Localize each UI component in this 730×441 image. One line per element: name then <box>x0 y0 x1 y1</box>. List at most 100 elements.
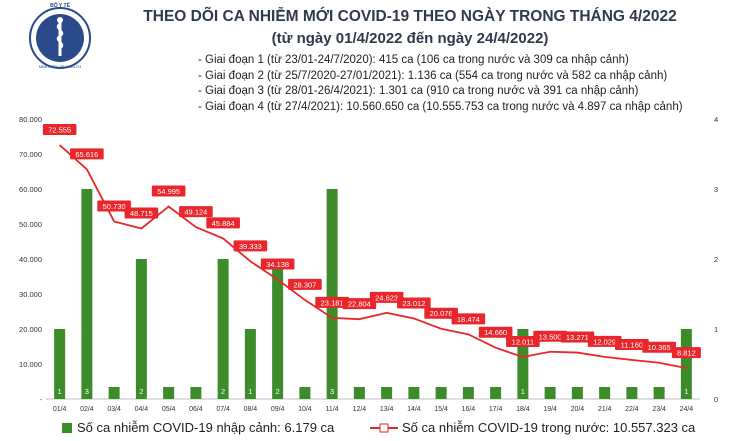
x-tick-label: 14/4 <box>407 406 421 413</box>
x-tick-label: 09/4 <box>271 406 285 413</box>
line-point-label: 10.365 <box>648 343 671 352</box>
bar <box>599 387 611 399</box>
x-tick-label: 08/4 <box>244 406 258 413</box>
bar-value-label: 1 <box>521 387 525 396</box>
line-point-label: 23.012 <box>402 299 425 308</box>
line-point-label-box <box>342 298 377 310</box>
line-point-label: 11.160 <box>621 340 643 349</box>
line-point-label: 54.995 <box>157 187 180 196</box>
line-point-label: 8.812 <box>677 349 696 358</box>
line-point-label: 72.555 <box>48 126 71 135</box>
x-tick-label: 03/4 <box>107 406 121 413</box>
line-point-label: 65.616 <box>75 150 98 159</box>
line-point-label-box <box>506 335 540 347</box>
line-point-label-box <box>478 326 513 338</box>
line-point-label: 13.500 <box>539 332 562 341</box>
x-tick-label: 12/4 <box>353 406 367 413</box>
bar-value-label: 1 <box>248 387 252 396</box>
x-tick-label: 24/4 <box>680 406 694 413</box>
y-left-tick-label: 20.000 <box>19 325 42 334</box>
bar <box>571 387 583 399</box>
bar <box>326 189 338 399</box>
ministry-logo <box>29 7 91 69</box>
x-tick-label: 20/4 <box>571 406 585 413</box>
bar <box>81 189 93 399</box>
bar <box>435 387 447 399</box>
line-point-label-box <box>179 206 213 218</box>
x-tick-label: 01/4 <box>53 406 67 413</box>
bar <box>408 387 420 399</box>
legend-bar-swatch <box>62 422 72 433</box>
legend-item-bars: Số ca nhiễm COVID-19 nhập cảnh: 6.179 ca <box>62 420 334 435</box>
phase-notes: - Giai đoạn 1 (từ 23/01-24/7/2020): 415 … <box>198 53 683 115</box>
line-point-label-box <box>42 124 77 136</box>
line-point-label: 24.623 <box>375 293 398 302</box>
bar <box>517 329 529 399</box>
bar <box>680 329 692 399</box>
x-tick-label: 07/4 <box>216 406 230 413</box>
line-point-label-box <box>424 307 458 319</box>
phase-note: - Giai đoạn 3 (từ 28/01-26/4/2021): 1.30… <box>198 85 639 97</box>
line-point-label: 49.124 <box>184 208 207 217</box>
line-point-label-box <box>671 347 701 359</box>
phase-note: - Giai đoạn 2 (từ 25/7/2020-27/01/2021):… <box>198 69 668 82</box>
bar <box>462 387 474 399</box>
line-point-label: 50.730 <box>103 202 126 211</box>
line-series <box>59 144 687 370</box>
bar <box>190 387 202 399</box>
x-tick-label: 16/4 <box>462 406 476 413</box>
line-point-label-box <box>533 330 567 342</box>
y-left-tick-label: 50.000 <box>19 220 42 229</box>
logo-text: BỘ Y TẾ <box>50 3 70 9</box>
chart-title: THEO DÕI CA NHIỄM MỚI COVID-19 THEO NGÀY… <box>143 8 677 25</box>
x-tick-label: 21/4 <box>598 406 612 413</box>
x-tick-label: 05/4 <box>162 406 176 413</box>
line-point-label: 28.307 <box>293 280 316 289</box>
x-tick-label: 19/4 <box>543 406 557 413</box>
y-left-tick-label: 10.000 <box>19 360 42 369</box>
bar <box>217 259 229 399</box>
x-tick-label: 22/4 <box>625 406 639 413</box>
bar-value-label: 3 <box>85 387 89 396</box>
bar <box>490 387 502 399</box>
bar <box>299 387 311 399</box>
bar <box>353 387 365 399</box>
x-tick-label: 10/4 <box>298 406 312 413</box>
x-tick-label: 17/4 <box>489 406 503 413</box>
logo-text-bottom: MINISTRY OF HEALTH <box>38 64 82 69</box>
bar <box>626 387 638 399</box>
bar <box>272 259 284 399</box>
x-tick-label: 06/4 <box>189 406 203 413</box>
line-point-label-box <box>97 200 131 212</box>
y-left-tick-label: 40.000 <box>19 255 42 264</box>
bar <box>244 329 256 399</box>
bar-value-label: 1 <box>684 387 688 396</box>
line-point-label-box <box>206 217 240 229</box>
bar <box>163 387 175 399</box>
line-point-label: 34.138 <box>266 260 289 269</box>
line-point-label-box <box>151 185 186 197</box>
y-right-tick-label: 3 <box>714 185 718 194</box>
line-point-label-box <box>315 296 349 308</box>
line-point-label: 18.474 <box>457 315 480 324</box>
y-right-tick-label: 0 <box>714 395 718 404</box>
line-point-label: 22.804 <box>348 300 371 309</box>
bar <box>381 387 393 399</box>
y-left-tick-label: - <box>40 395 43 404</box>
line-point-label: 20.076 <box>430 309 453 318</box>
line-point-label-box <box>233 240 268 252</box>
line-point-label: 39.333 <box>239 242 262 251</box>
x-tick-label: 18/4 <box>516 406 530 413</box>
x-tick-label: 11/4 <box>326 406 339 413</box>
bar-value-label: 1 <box>58 387 62 396</box>
legend-bars-label: Số ca nhiễm COVID-19 nhập cảnh: 6.179 ca <box>77 420 335 435</box>
legend-item-line: Số ca nhiễm COVID-19 trong nước: 10.557.… <box>370 420 695 435</box>
bar-value-label: 2 <box>139 387 143 396</box>
legend-line-swatch <box>370 423 398 432</box>
chart-subtitle: (từ ngày 01/4/2022 đến ngày 24/4/2022) <box>271 30 549 47</box>
phase-note: - Giai đoạn 1 (từ 23/01-24/7/2020): 415 … <box>198 54 629 66</box>
bar <box>54 329 66 399</box>
bar <box>544 387 556 399</box>
line-point-label-box <box>615 338 649 350</box>
line-point-label: 12.029 <box>593 337 616 346</box>
